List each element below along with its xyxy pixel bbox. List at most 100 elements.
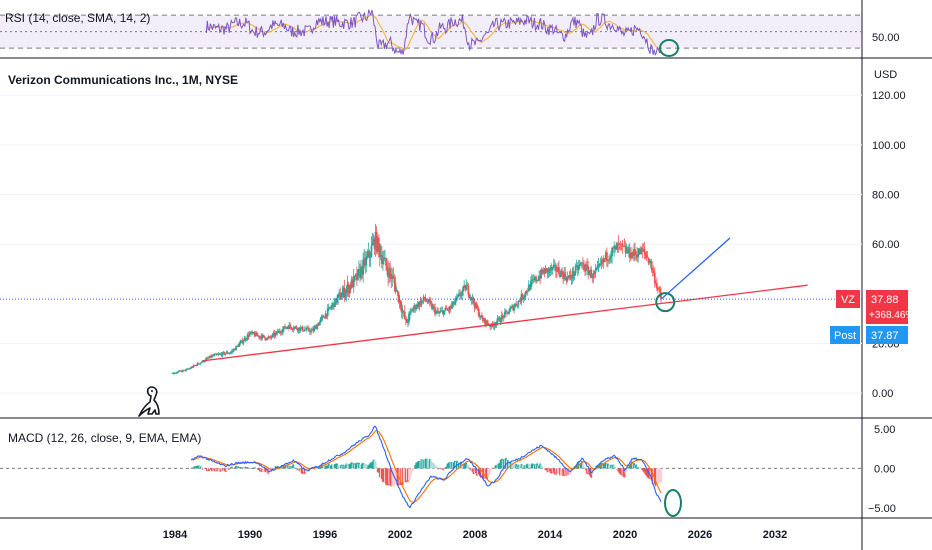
candle-body [629,257,632,259]
macd-histogram-bar [613,464,616,469]
macd-histogram-bar [463,463,466,469]
candle-body [553,264,556,266]
macd-histogram-bar [489,468,492,473]
macd-histogram-bar [343,465,346,469]
candle-body [235,346,237,351]
candle-body [339,292,342,300]
candle-body [249,331,252,334]
candle-body [430,303,433,309]
candle-body [548,268,551,271]
candle-body [371,243,374,246]
macd-histogram-bar [500,458,503,469]
candle-body [272,333,275,335]
candle-body [324,313,327,319]
macd-histogram-bar [527,463,530,469]
macd-histogram-bar [547,468,550,472]
time-tick-label: 1984 [163,529,188,541]
macd-indicator-label[interactable]: MACD (12, 26, close, 9, EMA, EMA) [8,431,201,445]
rsi-indicator-label[interactable]: RSI (14, close, SMA, 14, 2) [5,11,150,25]
macd-histogram-bar [365,464,368,469]
macd-histogram-bar [225,468,228,471]
candle-body [570,277,573,279]
candle-body [610,256,612,259]
candle-body [211,355,213,358]
candle-body [552,264,555,267]
macd-histogram-bar [499,459,502,469]
macd-histogram-bar [475,468,478,476]
macd-histogram-bar [230,466,233,469]
candle-body [598,263,601,265]
macd-histogram-bar [303,468,306,474]
macd-histogram-bar [451,462,454,469]
candle-body [246,334,249,339]
projection-trend-line[interactable] [660,237,731,300]
macd-histogram-bar [232,468,234,469]
macd-histogram-bar [623,468,626,478]
macd-histogram-bar [212,468,215,471]
candle-body [484,318,486,325]
macd-histogram-bar [380,468,383,480]
candle-body [380,255,383,264]
macd-histogram-bar [352,463,355,469]
candle-body [364,258,367,266]
candle-body [428,299,431,302]
candle-body [318,322,321,326]
macd-histogram-bar [400,468,403,484]
candle-body [609,258,611,260]
macd-histogram-bar [382,468,384,482]
candle-body [503,311,506,318]
macd-histogram-bar [204,468,207,470]
candle-body [537,280,540,281]
candle-body [372,239,375,244]
candle-body [627,247,630,253]
candle-body [293,327,296,329]
candle-body [286,327,288,328]
macd-histogram-bar [297,468,300,470]
candle-body [596,265,599,269]
support-trend-line[interactable] [202,284,808,362]
macd-histogram-bar [529,464,532,469]
candle-body [259,336,261,338]
candle-body [440,310,443,312]
macd-histogram-bar [503,459,506,469]
macd-histogram-bar [368,464,371,469]
candle-body [376,237,379,252]
candle-body [573,273,576,276]
candle-body [267,337,270,339]
candle-body [312,329,315,332]
macd-histogram-bar [592,468,595,472]
candle-body [485,320,487,325]
candle-body [314,326,317,328]
candlestick-series[interactable] [171,223,662,375]
candle-body [242,341,245,344]
macd-histogram-bar [472,468,475,475]
candle-body [455,297,458,298]
candle-body [511,305,513,308]
macd-histogram-bar [363,463,366,469]
candle-body [521,294,524,299]
macd-histogram-bar [413,467,416,469]
candle-body [479,315,482,318]
candle-body [195,365,198,366]
macd-histogram-bar [450,462,453,469]
macd-histogram-bar [401,468,404,485]
price-tick-label: 80.00 [872,190,900,202]
macd-histogram-bar [402,468,405,483]
candle-body [618,243,621,245]
candle-body [268,336,271,338]
price-pane[interactable] [0,94,862,394]
macd-histogram-bar [236,467,238,469]
candle-body [566,276,569,281]
candle-body [285,327,287,329]
macd-axis[interactable]: 5.00 0.00 −5.00 [868,424,896,515]
macd-histogram-bar [325,465,328,469]
macd-histogram-bar [421,459,424,469]
candle-body [450,305,453,309]
time-axis[interactable]: 1984 1990 1996 2002 2008 2014 2020 2026 2032 [163,529,787,541]
macd-histogram-bar [287,465,290,469]
candle-body [367,251,370,256]
macd-histogram-bar [377,468,380,473]
candle-body [525,291,528,293]
candle-body [524,291,527,296]
